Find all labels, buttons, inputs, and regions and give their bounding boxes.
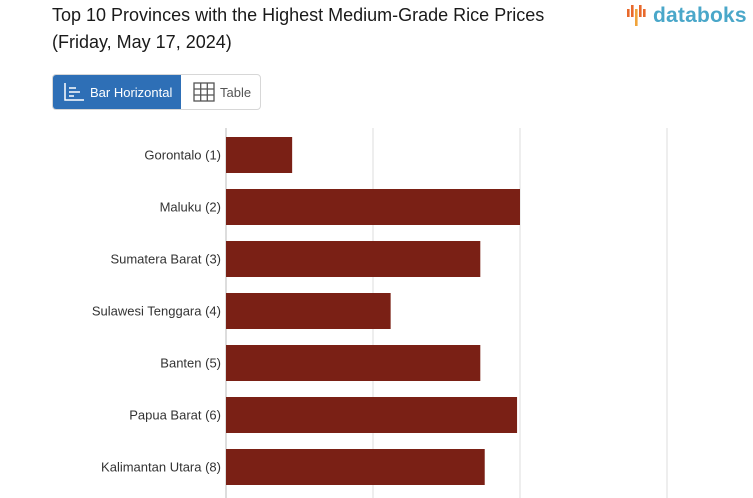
bar[interactable]: [226, 293, 391, 329]
databoks-mark-icon: [627, 5, 646, 26]
category-label: Papua Barat (6): [129, 408, 221, 423]
table-icon: [193, 82, 215, 102]
category-label: Maluku (2): [160, 200, 221, 215]
bar[interactable]: [226, 241, 481, 277]
tab-table-label: Table: [220, 84, 252, 100]
bar[interactable]: [226, 449, 485, 485]
category-label: Sulawesi Tenggara (4): [92, 304, 221, 319]
category-label: Sumatera Barat (3): [110, 252, 221, 267]
chart-title: Top 10 Provinces with the Highest Medium…: [52, 2, 612, 56]
bar-chart-svg: Gorontalo (1) Maluku (2) Sumatera Barat (3…: [92, 128, 668, 498]
databoks-wordmark: databoks: [653, 4, 747, 27]
category-label: Kalimantan Utara (8): [101, 460, 221, 475]
bar[interactable]: [226, 189, 520, 225]
databoks-logo[interactable]: databoks: [626, 4, 747, 28]
bar[interactable]: [226, 345, 481, 381]
bar-chart-icon: [64, 83, 84, 101]
tab-bar-horizontal-label: Bar Horizontal: [90, 84, 173, 100]
category-label: Banten (5): [160, 356, 221, 371]
title-line-1: Top 10 Provinces with the Highest Medium…: [52, 5, 545, 25]
bar[interactable]: [226, 137, 293, 173]
bar[interactable]: [226, 397, 518, 433]
title-line-2: (Friday, May 17, 2024): [52, 32, 232, 52]
bar-chart: Gorontalo (1) Maluku (2) Sumatera Barat (3…: [0, 120, 753, 498]
category-label: Gorontalo (1): [144, 148, 221, 163]
view-toggle: Bar Horizontal Table: [52, 74, 261, 110]
tab-table[interactable]: Table: [181, 75, 251, 109]
tab-bar-horizontal[interactable]: Bar Horizontal: [53, 75, 181, 109]
